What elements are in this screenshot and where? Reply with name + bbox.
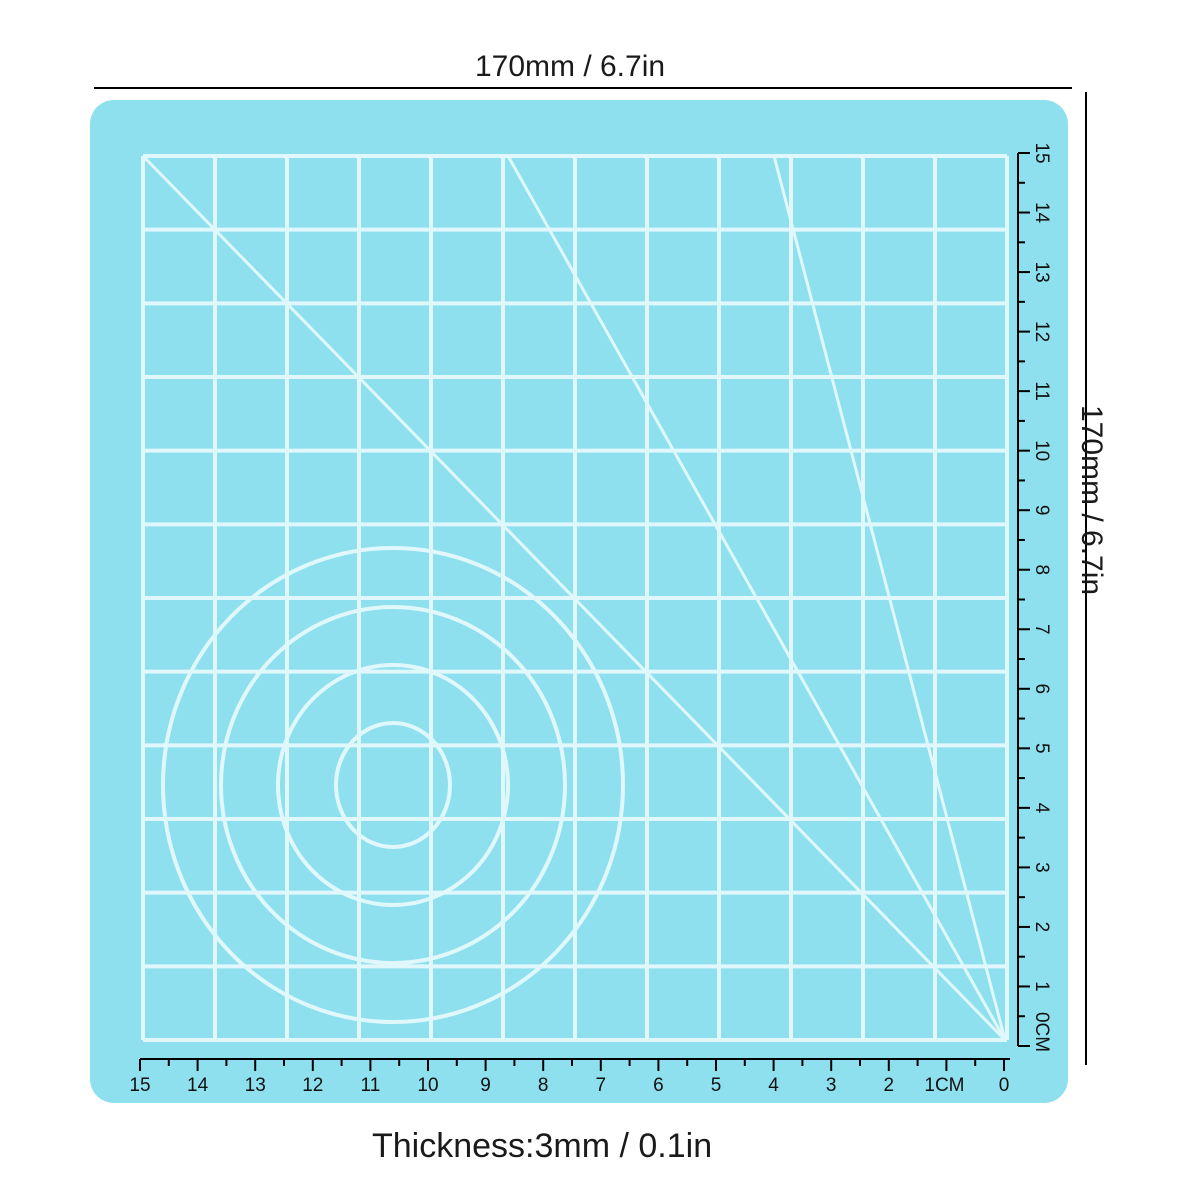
bottom-ruler-label: 4 xyxy=(768,1075,779,1096)
bottom-ruler-label: 1CM xyxy=(924,1075,964,1096)
right-ruler-label: 15 xyxy=(1031,142,1052,163)
right-ruler-label: 8 xyxy=(1031,564,1052,575)
bottom-ruler-label: 11 xyxy=(361,1075,381,1096)
right-ruler-label: 13 xyxy=(1031,261,1052,282)
right-ruler-label: 5 xyxy=(1031,743,1052,754)
circle-template xyxy=(219,605,567,965)
mat-circle-templates xyxy=(161,546,625,1024)
bottom-ruler-label: 9 xyxy=(480,1075,491,1096)
bottom-ruler-label: 3 xyxy=(826,1075,837,1096)
right-ruler-label: 2 xyxy=(1031,922,1052,933)
bottom-ruler-label: 0 xyxy=(999,1075,1010,1096)
right-ruler-label: 3 xyxy=(1031,862,1052,873)
width-dimension-line xyxy=(94,87,1072,89)
right-ruler-label: 4 xyxy=(1031,803,1052,814)
bottom-ruler-label: 5 xyxy=(711,1075,722,1096)
diagonal-guide-line xyxy=(772,155,1007,1041)
circle-template xyxy=(161,546,625,1024)
diagonal-guide-line xyxy=(141,154,1007,1042)
height-dimension-line xyxy=(1085,92,1087,1065)
right-ruler-label: 11 xyxy=(1031,381,1052,401)
right-ruler-label: 14 xyxy=(1031,202,1052,224)
mat-guide-lines xyxy=(141,154,1007,1042)
right-ruler-label: 12 xyxy=(1031,321,1052,342)
circle-template xyxy=(334,721,452,849)
bottom-ruler-label: 7 xyxy=(596,1075,607,1096)
right-ruler-label: 1 xyxy=(1031,981,1052,992)
bottom-ruler-label: 2 xyxy=(884,1075,895,1096)
bottom-ruler-label: 6 xyxy=(653,1075,664,1096)
bottom-ruler-label: 15 xyxy=(129,1075,150,1096)
right-ruler-label: 9 xyxy=(1031,505,1052,516)
thickness-label: Thickness:3mm / 0.1in xyxy=(372,1127,713,1165)
bottom-ruler-label: 13 xyxy=(245,1075,266,1096)
circle-template xyxy=(276,663,510,907)
bottom-ruler-label: 12 xyxy=(302,1075,323,1096)
right-ruler-label: 0CM xyxy=(1031,1012,1052,1052)
right-ruler-label: 10 xyxy=(1031,440,1052,461)
bottom-ruler-label: 8 xyxy=(538,1075,549,1096)
bottom-ruler-label: 14 xyxy=(187,1075,209,1096)
right-ruler-label: 6 xyxy=(1031,684,1052,695)
bottom-ruler: 15 14 13 12 11 10 9 8 7 6 5 4 3 2 1CM 0 xyxy=(129,1058,1010,1096)
bottom-ruler-label: 10 xyxy=(417,1075,438,1096)
diagonal-guide-line xyxy=(506,155,1007,1041)
mat-grid xyxy=(141,154,1009,1042)
right-ruler-label: 7 xyxy=(1031,624,1052,635)
width-dimension-label: 170mm / 6.7in xyxy=(474,50,666,83)
